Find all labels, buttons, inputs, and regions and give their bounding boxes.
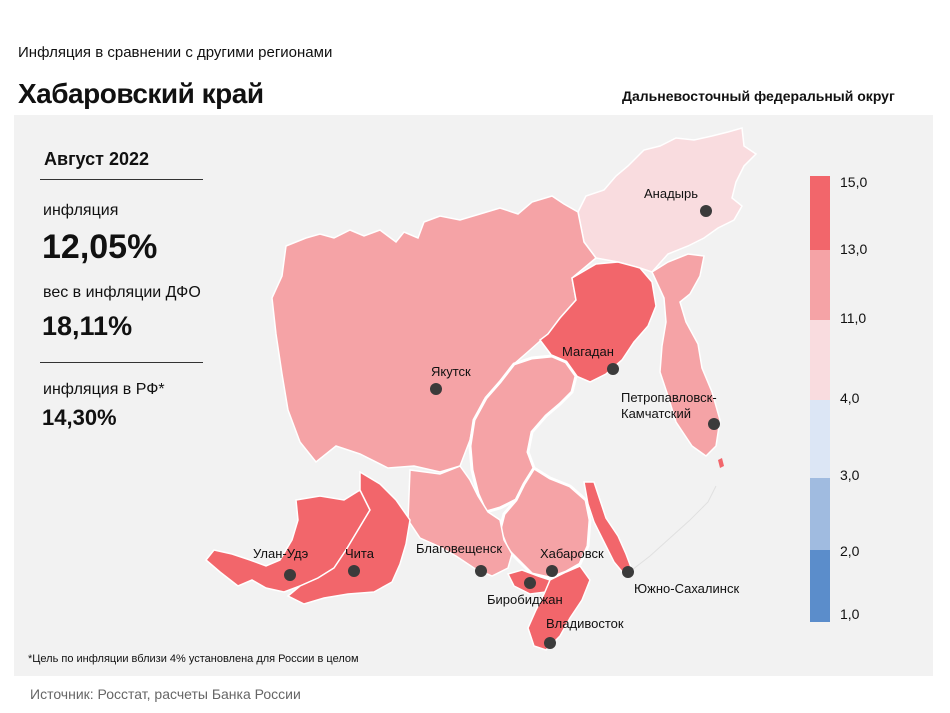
page-title: Хабаровский край: [18, 78, 264, 109]
city-dot-khabarovsk: [546, 565, 558, 577]
region-khabarovsk: [468, 354, 592, 580]
subtitle: Инфляция в сравнении с другими регионами: [18, 44, 333, 61]
rf-inflation-label: инфляция в РФ*: [43, 381, 165, 398]
legend-tick-3: 3,0: [840, 467, 860, 483]
region-chukotka: [577, 127, 758, 273]
city-label-chita: Чита: [345, 546, 375, 561]
city-label-khabarovsk: Хабаровск: [540, 546, 604, 561]
divider-top: [40, 179, 203, 180]
city-label-vladivostok: Владивосток: [546, 616, 624, 631]
legend-bin-2: [810, 250, 830, 320]
weight-label: вес в инфляции ДФО: [43, 284, 201, 301]
rf-inflation-value: 14,30%: [42, 405, 117, 430]
legend-tick-11: 11,0: [840, 310, 866, 326]
region-kamchatka-islands: [718, 458, 724, 468]
city-dot-blagoveshchensk: [475, 565, 487, 577]
region-zabaykalsky: [286, 470, 411, 605]
inflation-label: инфляция: [43, 202, 119, 219]
weight-value: 18,11%: [42, 311, 133, 341]
legend-bin-5: [810, 478, 830, 550]
region-primorye: [527, 565, 591, 651]
legend-bin-3: [810, 320, 830, 400]
city-label-yakutsk: Якутск: [431, 364, 471, 379]
footnote: *Цель по инфляции вблизи 4% установлена …: [28, 653, 359, 665]
legend-tick-2: 2,0: [840, 543, 860, 559]
city-label-birobidzhan: Биробиджан: [487, 592, 563, 607]
legend-tick-4: 4,0: [840, 390, 860, 406]
city-dot-ulan-ude: [284, 569, 296, 581]
legend-bin-4: [810, 400, 830, 478]
legend-tick-13: 13,0: [840, 241, 867, 257]
legend-tick-1: 1,0: [840, 606, 860, 622]
region-kuril-islands: [631, 485, 717, 571]
city-label-petropavlovsk-2: Камчатский: [621, 406, 691, 421]
legend-tick-15: 15,0: [840, 174, 867, 190]
city-dot-magadan: [607, 363, 619, 375]
region-amur: [407, 465, 513, 577]
region-kamchatka: [651, 253, 721, 457]
city-dot-birobidzhan: [524, 577, 536, 589]
legend: 15,0 13,0 11,0 4,0 3,0 2,0 1,0: [810, 174, 867, 622]
legend-bin-1: [810, 176, 830, 250]
city-dot-yakutsk: [430, 383, 442, 395]
city-label-blagoveshchensk: Благовещенск: [416, 541, 502, 556]
divider-bottom: [40, 362, 203, 363]
city-label-magadan: Магадан: [562, 344, 614, 359]
city-label-anadyr: Анадырь: [644, 186, 698, 201]
district-label: Дальневосточный федеральный округ: [622, 88, 895, 104]
inflation-value: 12,05%: [42, 228, 158, 266]
source-note: Источник: Росстат, расчеты Банка России: [30, 686, 301, 702]
city-dot-chita: [348, 565, 360, 577]
city-label-petropavlovsk-1: Петропавловск-: [621, 390, 717, 405]
city-label-yuzhno: Южно-Сахалинск: [634, 581, 739, 596]
city-dot-vladivostok: [544, 637, 556, 649]
city-dot-yuzhno: [622, 566, 634, 578]
city-dot-petropavlovsk: [708, 418, 720, 430]
period-label: Август 2022: [44, 149, 149, 169]
city-dot-anadyr: [700, 205, 712, 217]
city-label-ulan-ude: Улан-Удэ: [253, 546, 309, 561]
region-magadan: [538, 261, 657, 383]
legend-bin-6: [810, 550, 830, 622]
